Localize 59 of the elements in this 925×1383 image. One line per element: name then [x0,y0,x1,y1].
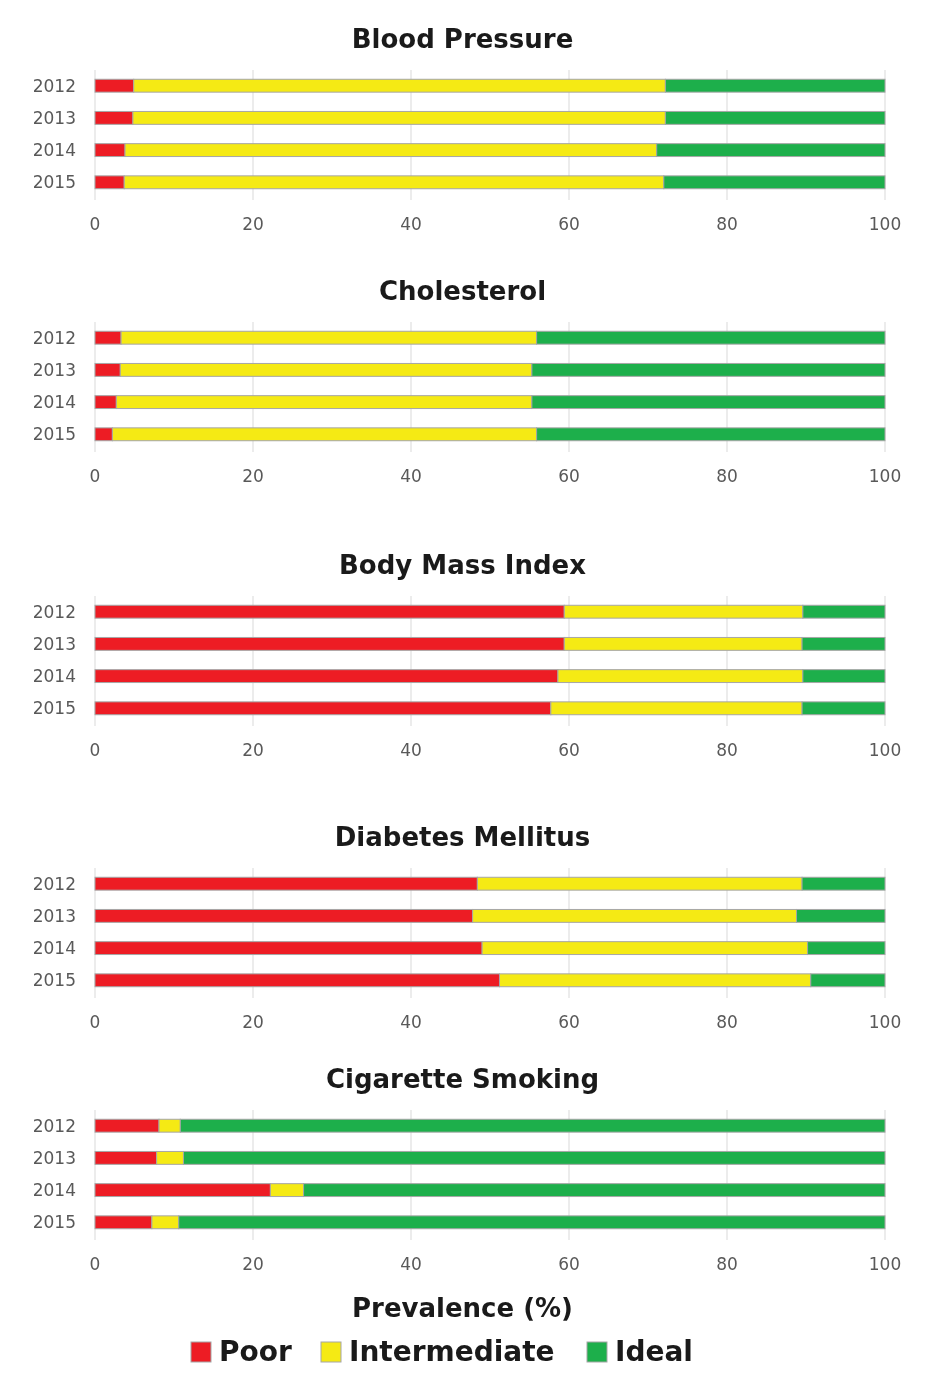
y-tick-label: 2014 [32,938,76,959]
x-tick-label: 0 [89,1254,101,1274]
y-tick-label: 2013 [32,1147,76,1168]
x-tick-label: 80 [716,1254,738,1274]
chart-title: Cholesterol [378,276,547,306]
x-tick-label: 100 [868,466,902,486]
chart-title: Cigarette Smoking [325,1064,600,1094]
y-tick-label: 2013 [32,633,76,654]
x-tick-label: 20 [242,740,264,760]
y-tick-label: 2012 [32,1115,76,1136]
x-tick-label: 80 [716,1012,738,1032]
x-tick-label: 100 [868,214,902,234]
y-tick-label: 2012 [32,75,76,96]
x-tick-label: 40 [400,1254,422,1274]
legend-label: Ideal [615,1335,693,1368]
x-tick-label: 20 [242,214,264,234]
y-tick-label: 2013 [32,359,76,380]
legend-label: Poor [219,1335,292,1368]
y-tick-label: 2012 [32,601,76,622]
x-tick-label: 60 [558,740,580,760]
x-tick-label: 0 [89,214,101,234]
y-tick-label: 2015 [32,172,76,193]
x-tick-label: 0 [89,740,101,760]
x-tick-label: 60 [558,1254,580,1274]
y-tick-label: 2012 [32,873,76,894]
y-tick-label: 2014 [32,392,76,413]
y-tick-label: 2015 [32,1212,76,1233]
x-axis-title: Prevalence (%) [352,1293,573,1323]
x-tick-label: 40 [400,740,422,760]
y-tick-label: 2015 [32,424,76,445]
x-tick-label: 80 [716,214,738,234]
x-tick-label: 100 [868,1254,902,1274]
x-tick-label: 80 [716,740,738,760]
x-tick-label: 20 [242,466,264,486]
x-tick-label: 80 [716,466,738,486]
x-tick-label: 100 [868,1012,902,1032]
x-tick-label: 100 [868,740,902,760]
chart-title: Diabetes Mellitus [334,822,591,852]
x-tick-label: 40 [400,1012,422,1032]
y-tick-label: 2013 [32,107,76,128]
y-tick-label: 2015 [32,698,76,719]
y-tick-label: 2015 [32,970,76,991]
x-tick-label: 0 [89,1012,101,1032]
y-tick-label: 2014 [32,140,76,161]
y-tick-label: 2014 [32,666,76,687]
legend-label: Intermediate [349,1335,555,1368]
x-tick-label: 60 [558,1012,580,1032]
x-tick-label: 0 [89,466,101,486]
y-tick-label: 2012 [32,327,76,348]
chart-title: Blood Pressure [351,24,574,54]
y-tick-label: 2013 [32,905,76,926]
y-tick-label: 2014 [32,1180,76,1201]
x-tick-label: 20 [242,1012,264,1032]
chart-title: Body Mass Index [339,550,587,580]
x-tick-label: 40 [400,466,422,486]
x-tick-label: 60 [558,466,580,486]
x-tick-label: 20 [242,1254,264,1274]
x-tick-label: 40 [400,214,422,234]
x-tick-label: 60 [558,214,580,234]
